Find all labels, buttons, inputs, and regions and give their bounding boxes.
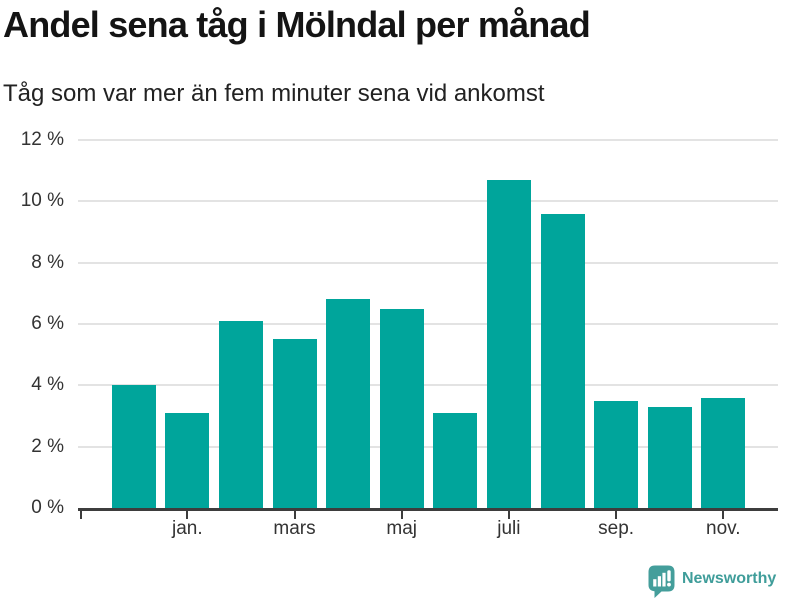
newsworthy-logo: Newsworthy bbox=[648, 565, 776, 598]
x-axis-tick-maj bbox=[400, 508, 403, 519]
bar-10 bbox=[594, 400, 639, 508]
chart-title: Andel sena tåg i Mölndal per månad bbox=[3, 4, 591, 45]
gridline-4pct bbox=[78, 384, 778, 387]
bar-2 bbox=[165, 412, 210, 508]
bar-6 bbox=[379, 308, 424, 508]
x-axis-origin-tick bbox=[80, 508, 82, 519]
x-axis-tick-jan. bbox=[186, 508, 189, 519]
x-axis-tick-label: nov. bbox=[706, 518, 741, 539]
bar-1 bbox=[111, 385, 156, 508]
chart-subtitle: Tåg som var mer än fem minuter sena vid … bbox=[3, 80, 545, 107]
gridline-10pct bbox=[78, 200, 778, 203]
bar-12 bbox=[701, 397, 746, 508]
y-axis-tick-label: 2 % bbox=[31, 435, 64, 457]
bar-8 bbox=[486, 179, 531, 508]
bar-9 bbox=[540, 213, 585, 508]
gridline-12pct bbox=[78, 139, 778, 141]
x-axis-tick-label: mars bbox=[273, 518, 316, 539]
gridline-2pct bbox=[78, 445, 778, 448]
newsworthy-speech-bubble-bar-chart-icon bbox=[648, 565, 675, 598]
plot-area bbox=[78, 139, 778, 508]
x-axis-tick-label: maj bbox=[386, 518, 417, 539]
x-axis-tick-label: sep. bbox=[598, 518, 635, 539]
x-axis-tick-mars bbox=[293, 508, 296, 519]
x-axis-tick-nov. bbox=[722, 508, 725, 519]
bar-11 bbox=[647, 406, 692, 508]
bar-3 bbox=[218, 320, 263, 508]
gridline-8pct bbox=[78, 261, 778, 264]
x-axis-tick-juli bbox=[507, 508, 510, 519]
x-axis-tick-label: juli bbox=[497, 518, 521, 539]
y-axis-tick-label: 8 % bbox=[31, 251, 64, 273]
bar-4 bbox=[272, 339, 317, 508]
bar-7 bbox=[433, 412, 478, 508]
y-axis-tick-label: 4 % bbox=[31, 374, 64, 396]
x-axis-line bbox=[78, 508, 778, 511]
y-axis-tick-label: 10 % bbox=[20, 190, 64, 212]
y-axis-tick-label: 12 % bbox=[20, 129, 64, 150]
y-axis-tick-label: 0 % bbox=[31, 497, 64, 518]
bar-5 bbox=[326, 299, 371, 508]
gridline-6pct bbox=[78, 323, 778, 325]
x-axis-tick-sep. bbox=[615, 508, 618, 519]
y-axis-tick-label: 6 % bbox=[31, 313, 64, 334]
newsworthy-wordmark: Newsworthy bbox=[682, 569, 777, 587]
x-axis-tick-label: jan. bbox=[171, 518, 203, 539]
